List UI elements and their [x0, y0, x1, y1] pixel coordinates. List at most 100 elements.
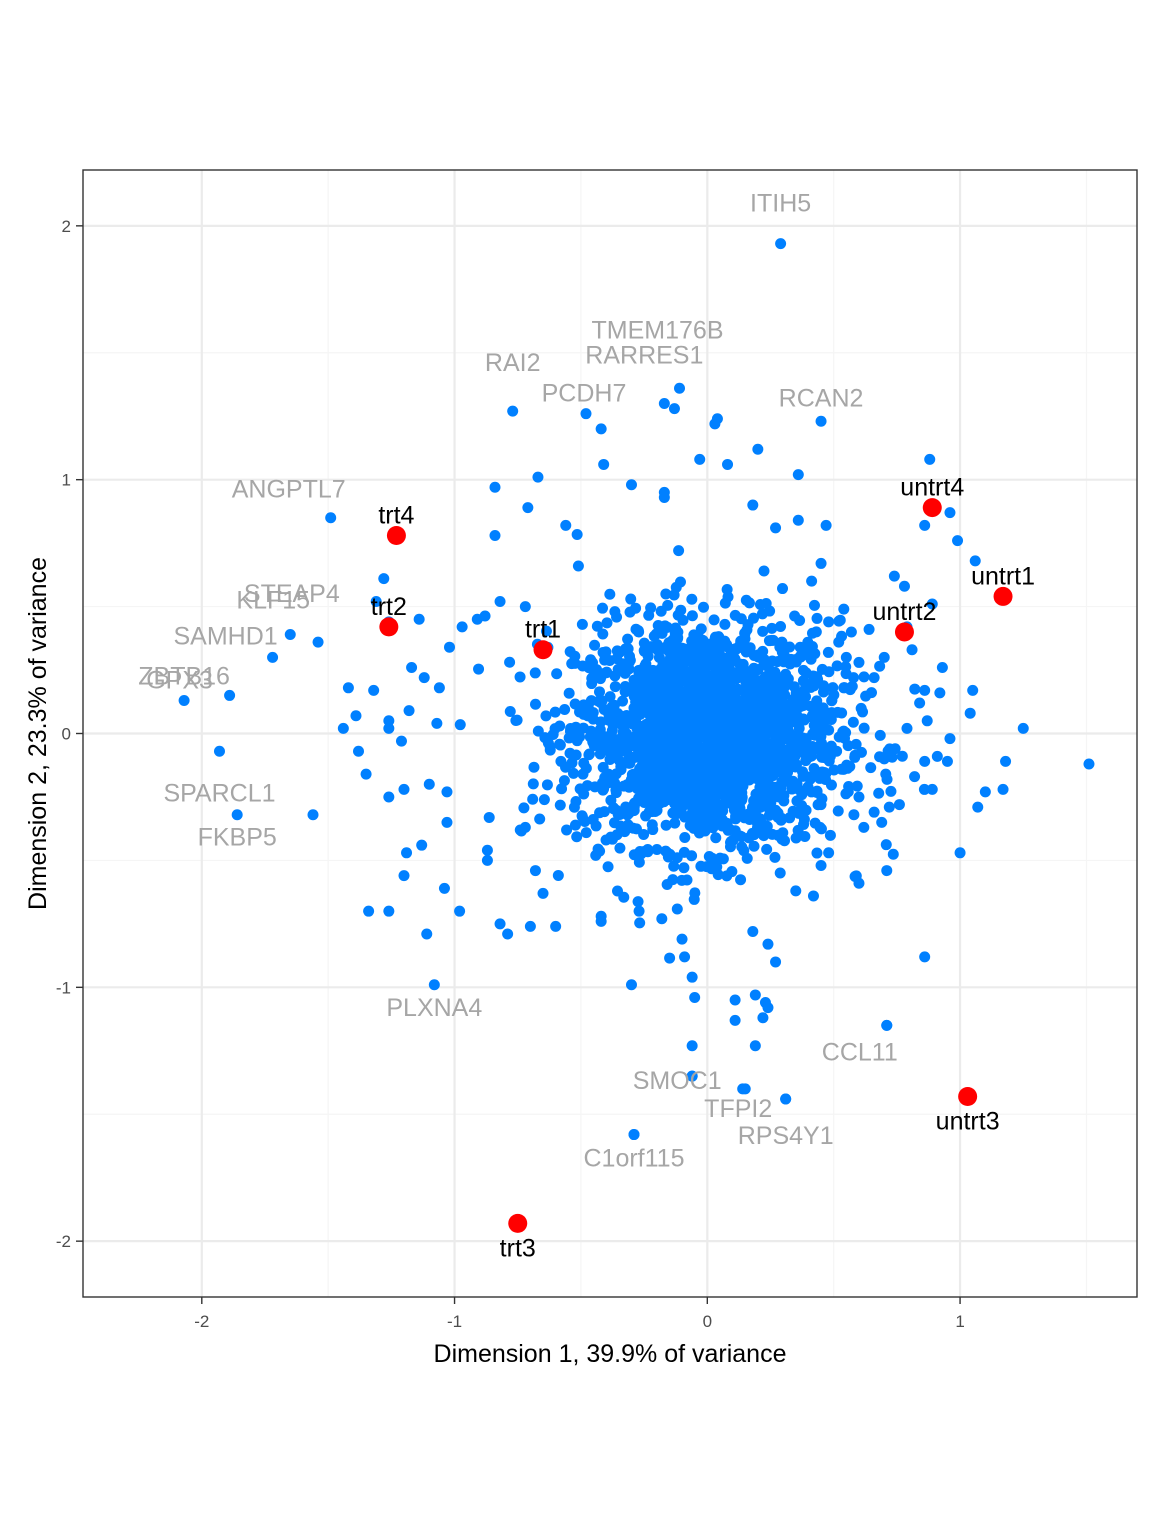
gene-point: [838, 682, 850, 694]
gene-point: [685, 782, 697, 794]
gene-point: [570, 721, 582, 733]
gene-point: [735, 874, 747, 886]
gene-point: [919, 755, 931, 767]
gene-point: [431, 717, 443, 729]
gene-point: [898, 580, 910, 592]
gene-point: [748, 840, 760, 852]
gene-point: [514, 824, 526, 836]
gene-point: [594, 845, 606, 857]
gene-point: [529, 667, 541, 679]
gene-point: [634, 917, 646, 929]
gene-point: [717, 853, 729, 865]
gene-point: [708, 614, 720, 626]
gene-point: [863, 623, 875, 635]
y-tick-label: 0: [62, 725, 71, 744]
gene-point: [678, 649, 690, 661]
x-tick-label: 0: [703, 1312, 712, 1331]
gene-point: [609, 681, 621, 693]
gene-point: [604, 691, 616, 703]
gene-point: [688, 893, 700, 905]
gene-point: [416, 839, 428, 851]
gene-point: [815, 859, 827, 871]
gene-point: [734, 830, 746, 842]
gene-point: [623, 750, 635, 762]
gene-point: [762, 1002, 774, 1014]
gene-point: [537, 887, 549, 899]
gene-point: [721, 817, 733, 829]
gene-point: [709, 632, 721, 644]
sample-label-trt4: trt4: [378, 502, 414, 530]
gene-point: [729, 1014, 741, 1026]
gene-point: [696, 750, 708, 762]
gene-point: [519, 601, 531, 613]
gene-point: [681, 744, 693, 756]
gene-point: [874, 729, 886, 741]
gene-point: [806, 575, 818, 587]
gene-point: [672, 761, 684, 773]
gene-point: [710, 693, 722, 705]
gene-point: [564, 747, 576, 759]
gene-point: [643, 707, 655, 719]
gene-point: [398, 870, 410, 882]
gene-point: [632, 896, 644, 908]
gene-point: [666, 652, 678, 664]
gene-point: [832, 805, 844, 817]
gene-point: [853, 656, 865, 668]
gene-point: [740, 642, 752, 654]
gene-point: [784, 641, 796, 653]
gene-point: [625, 593, 637, 605]
gene-point: [614, 842, 626, 854]
gene-point: [909, 771, 921, 783]
gene-point: [772, 811, 784, 823]
gene-point: [838, 603, 850, 615]
gene-point: [504, 656, 516, 668]
gene-point: [676, 874, 688, 886]
gene-point: [622, 633, 634, 645]
gene-point: [709, 418, 721, 430]
sample-point-untrt1: [993, 586, 1013, 606]
gene-point: [686, 610, 698, 622]
gene-point: [820, 519, 832, 531]
gene-point: [828, 689, 840, 701]
gene-point: [811, 695, 823, 707]
sample-point-trt2: [379, 617, 399, 637]
gene-point: [878, 651, 890, 663]
gene-point: [569, 698, 581, 710]
gene-point: [595, 423, 607, 435]
gene-point: [779, 698, 791, 710]
sample-label-untrt1: untrt1: [971, 562, 1035, 590]
gene-point: [770, 956, 782, 968]
axes: -2 -1 0 1 -2 -1 0 1 2: [56, 217, 965, 1331]
gene-point: [529, 865, 541, 877]
gene-point: [783, 747, 795, 759]
gene-point: [806, 786, 818, 798]
gene-point: [532, 725, 544, 737]
gene-point: [752, 679, 764, 691]
x-axis-title: Dimension 1, 39.9% of variance: [434, 1340, 787, 1368]
gene-point: [672, 753, 684, 765]
gene-point: [833, 615, 845, 627]
gene-point: [754, 740, 766, 752]
gene-point: [551, 668, 563, 680]
gene-point: [587, 814, 599, 826]
gene-point: [433, 682, 445, 694]
gene-point: [653, 651, 665, 663]
gene-point: [804, 773, 816, 785]
gene-label-rcan2: RCAN2: [779, 384, 864, 412]
gene-point: [729, 785, 741, 797]
sample-point-trt1: [533, 640, 553, 660]
gene-point: [944, 733, 956, 745]
gene-point: [635, 723, 647, 735]
gene-point: [710, 716, 722, 728]
gene-point: [571, 735, 583, 747]
gene-point: [786, 707, 798, 719]
gene-point: [586, 678, 598, 690]
gene-point: [779, 730, 791, 742]
gene-point: [401, 847, 413, 859]
gene-point: [514, 671, 526, 683]
gene-point: [846, 680, 858, 692]
gene-point: [790, 687, 802, 699]
gene-point: [597, 784, 609, 796]
gene-point: [658, 491, 670, 503]
gene-point: [782, 673, 794, 685]
